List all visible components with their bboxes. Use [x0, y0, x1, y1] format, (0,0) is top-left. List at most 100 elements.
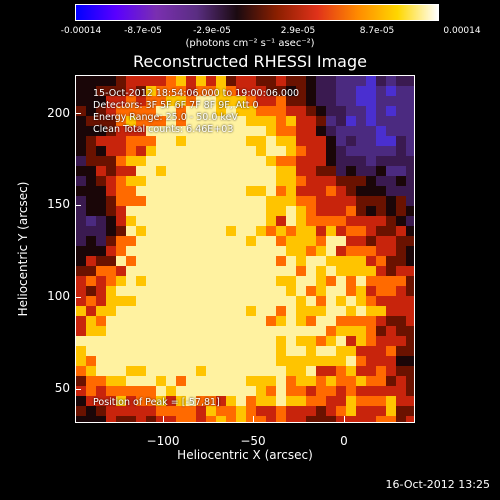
- heatmap-cell: [176, 166, 186, 176]
- heatmap-cell: [106, 226, 116, 236]
- heatmap-cell: [96, 226, 106, 236]
- heatmap-cell: [256, 106, 266, 116]
- heatmap-cell: [126, 156, 136, 166]
- heatmap-cell: [186, 416, 196, 422]
- heatmap-cell: [76, 396, 86, 406]
- heatmap-cell: [296, 216, 306, 226]
- heatmap-cell: [276, 256, 286, 266]
- heatmap-cell: [386, 256, 396, 266]
- heatmap-cell: [116, 256, 126, 266]
- heatmap-cell: [76, 216, 86, 226]
- heatmap-cell: [246, 196, 256, 206]
- heatmap-cell: [346, 86, 356, 96]
- heatmap-cell: [96, 276, 106, 286]
- heatmap-cell: [76, 286, 86, 296]
- heatmap-cell: [296, 186, 306, 196]
- heatmap-cell: [406, 296, 414, 306]
- heatmap-cell: [96, 136, 106, 146]
- heatmap-cell: [166, 386, 176, 396]
- heatmap-cell: [326, 106, 336, 116]
- heatmap-cell: [156, 236, 166, 246]
- heatmap-cell: [176, 226, 186, 236]
- heatmap-cell: [306, 126, 316, 136]
- heatmap-cell: [76, 176, 86, 186]
- heatmap-cell: [206, 316, 216, 326]
- heatmap-cell: [76, 136, 86, 146]
- heatmap-cell: [116, 136, 126, 146]
- heatmap-cell: [316, 306, 326, 316]
- heatmap-cell: [356, 86, 366, 96]
- heatmap-cell: [386, 266, 396, 276]
- heatmap-cell: [216, 296, 226, 306]
- heatmap-cell: [296, 336, 306, 346]
- heatmap-cell: [366, 86, 376, 96]
- heatmap-cell: [266, 266, 276, 276]
- heatmap-cell: [266, 106, 276, 116]
- heatmap-cell: [116, 236, 126, 246]
- heatmap-cell: [316, 256, 326, 266]
- heatmap-cell: [236, 236, 246, 246]
- heatmap-cell: [256, 86, 266, 96]
- heatmap-cell: [326, 386, 336, 396]
- heatmap-cell: [146, 366, 156, 376]
- heatmap-cell: [246, 256, 256, 266]
- heatmap-cell: [176, 256, 186, 266]
- heatmap-cell: [346, 136, 356, 146]
- heatmap-cell: [246, 106, 256, 116]
- heatmap-cell: [76, 106, 86, 116]
- colorbar-tick: -8.7e-05: [124, 26, 162, 36]
- heatmap-cell: [276, 116, 286, 126]
- heatmap-cell: [276, 196, 286, 206]
- heatmap-cell: [206, 266, 216, 276]
- heatmap-cell: [386, 176, 396, 186]
- heatmap-cell: [136, 116, 146, 126]
- heatmap-cell: [296, 106, 306, 116]
- heatmap-cell: [246, 156, 256, 166]
- heatmap-cell: [326, 406, 336, 416]
- heatmap-cell: [396, 96, 406, 106]
- info-detectors: Detectors: 3F 5F 6F 7F 8F 9F, Att 0: [93, 100, 259, 111]
- heatmap-cell: [176, 216, 186, 226]
- colorbar-tick: 2.9e-05: [280, 26, 316, 36]
- heatmap-cell: [406, 76, 414, 86]
- heatmap-cell: [76, 276, 86, 286]
- heatmap-cell: [186, 286, 196, 296]
- heatmap-cell: [106, 106, 116, 116]
- heatmap-cell: [386, 316, 396, 326]
- heatmap-cell: [256, 76, 266, 86]
- heatmap-cell: [306, 226, 316, 236]
- heatmap-cell: [246, 336, 256, 346]
- heatmap-cell: [156, 296, 166, 306]
- heatmap-cell: [116, 146, 126, 156]
- heatmap-cell: [396, 336, 406, 346]
- heatmap-cell: [386, 406, 396, 416]
- heatmap-cell: [196, 136, 206, 146]
- heatmap-cell: [116, 106, 126, 116]
- heatmap-cell: [356, 346, 366, 356]
- heatmap-cell: [246, 356, 256, 366]
- heatmap-cell: [226, 396, 236, 406]
- heatmap-cell: [256, 186, 266, 196]
- heatmap-cell: [266, 126, 276, 136]
- heatmap-cell: [166, 416, 176, 422]
- y-tick-label: 50: [54, 381, 70, 395]
- heatmap-cell: [96, 196, 106, 206]
- heatmap-cell: [166, 76, 176, 86]
- heatmap-cell: [216, 206, 226, 216]
- heatmap-cell: [226, 266, 236, 276]
- heatmap-cell: [376, 186, 386, 196]
- heatmap-cell: [336, 366, 346, 376]
- heatmap-cell: [186, 166, 196, 176]
- heatmap-cell: [396, 226, 406, 236]
- heatmap-cell: [336, 346, 346, 356]
- heatmap-cell: [86, 236, 96, 246]
- heatmap-cell: [216, 156, 226, 166]
- heatmap-cell: [96, 126, 106, 136]
- heatmap-cell: [176, 106, 186, 116]
- heatmap-cell: [296, 156, 306, 166]
- heatmap-cell: [306, 416, 316, 422]
- heatmap-cell: [386, 136, 396, 146]
- heatmap-cell: [186, 356, 196, 366]
- heatmap-cell: [196, 286, 206, 296]
- heatmap-cell: [366, 206, 376, 216]
